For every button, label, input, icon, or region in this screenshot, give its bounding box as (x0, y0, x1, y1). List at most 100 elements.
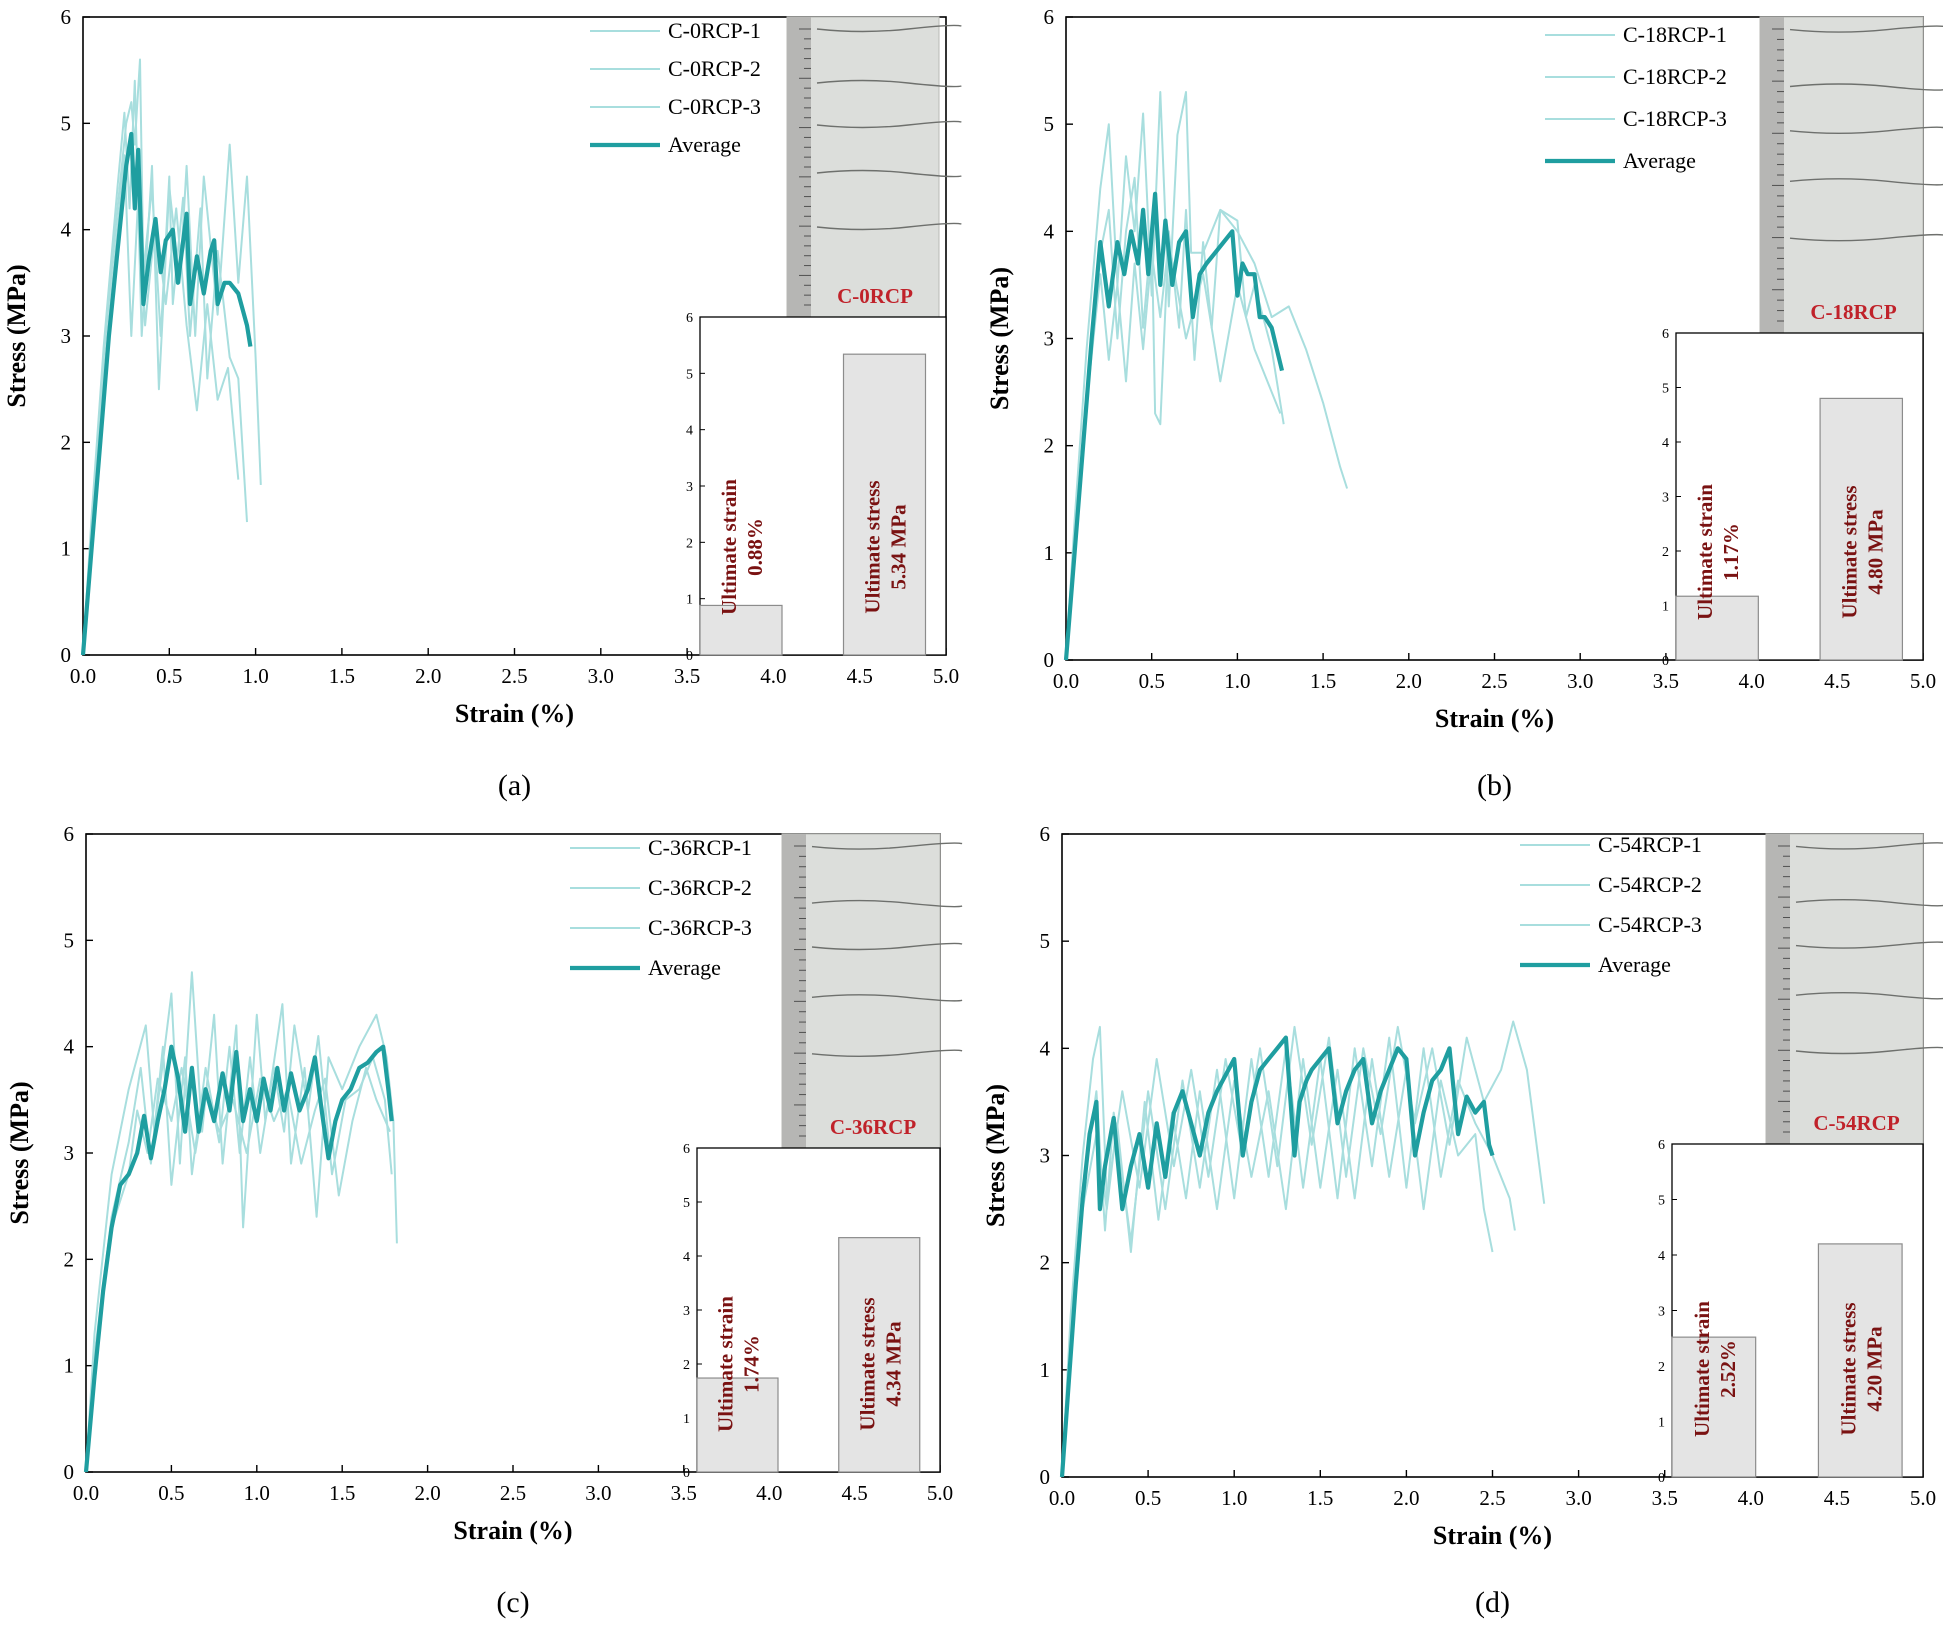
x-tick-label: 5.0 (1910, 669, 1936, 693)
crack-line (1795, 941, 1943, 949)
inset-y-tick-label: 6 (1662, 327, 1669, 342)
x-tick-label: 2.5 (1481, 669, 1507, 693)
series-line-c-0rcp-2 (82, 79, 262, 656)
inset-bar-annotation: Ultimate stress4.20 MPa (1836, 1302, 1886, 1435)
panel-0: 0.0 0.5 1.0 1.5 2.0 2.5 3.0 3.5 4.0 4.5 5.0 0 1 2 3 4 5 6… (2, 5, 962, 802)
legend-label: Average (1598, 952, 1671, 977)
series-line-c-18rcp-3 (1065, 241, 1282, 661)
inset-y-tick-label: 4 (1662, 436, 1669, 451)
x-tick-label: 4.0 (760, 664, 786, 688)
panel-label: (a) (498, 769, 531, 802)
x-tick-label: 4.5 (841, 1481, 867, 1505)
y-tick-label: 1 (61, 537, 72, 561)
y-tick-label: 4 (64, 1035, 75, 1059)
crack-line (811, 1049, 963, 1057)
bar-title: Ultimate strain (717, 479, 741, 615)
x-tick-label: 3.5 (674, 664, 700, 688)
legend-label: Average (668, 132, 741, 157)
inset-y-tick-label: 0 (683, 1466, 690, 1481)
inset-y-tick-label: 1 (686, 593, 693, 608)
inset-y-tick-label: 3 (1662, 491, 1669, 506)
inset-bar-annotation: Ultimate stress5.34 MPa (861, 480, 911, 613)
inset-y-tick-label: 3 (1658, 1305, 1665, 1320)
y-tick-label: 3 (64, 1141, 75, 1165)
bar-value-label: 1.74% (740, 1335, 764, 1393)
specimen-photo: C-36RCP (781, 833, 963, 1149)
x-tick-label: 2.0 (1393, 1486, 1419, 1510)
y-tick-label: 0 (64, 1460, 75, 1484)
crack-line (1795, 1046, 1943, 1055)
inset-bar-annotation: Ultimate stress4.34 MPa (855, 1297, 905, 1430)
inset-y-tick-label: 1 (1658, 1416, 1665, 1431)
series-line-c-54rcp-3 (1061, 1058, 1494, 1478)
series-line-average (1063, 191, 1285, 661)
y-tick-label: 6 (64, 822, 75, 846)
crack-line (1789, 233, 1943, 242)
crack-line (811, 899, 963, 908)
x-tick-label: 4.0 (756, 1481, 782, 1505)
photo-background (1759, 16, 1924, 334)
y-tick-label: 4 (1044, 219, 1055, 243)
x-tick-label: 0.5 (158, 1481, 184, 1505)
bar-value-label: 1.17% (1719, 523, 1743, 581)
inset-y-tick-label: 2 (686, 536, 693, 551)
legend-label: C-0RCP-1 (668, 18, 761, 43)
panel-2: 0.0 0.5 1.0 1.5 2.0 2.5 3.0 3.5 4.0 4.5 5.0 0 1 2 3 4 5 6… (5, 822, 963, 1619)
crack-line (811, 942, 963, 951)
y-tick-label: 5 (64, 928, 75, 952)
x-tick-label: 0.5 (156, 664, 182, 688)
crack-line (816, 169, 962, 178)
x-tick-label: 5.0 (1910, 1486, 1936, 1510)
specimen-photo: C-54RCP (1765, 833, 1943, 1145)
legend-label: C-0RCP-3 (668, 94, 761, 119)
inset-y-tick-label: 2 (1658, 1360, 1665, 1375)
bar-value-label: 2.52% (1716, 1340, 1740, 1398)
x-tick-label: 1.5 (329, 1481, 355, 1505)
y-axis-title: Stress (MPa) (5, 1081, 34, 1224)
inset-bar-chart: 0 1 2 3 4 5 6 Ultimate strain1.17% Ultimate stre… (1662, 327, 1924, 669)
legend-label: C-18RCP-1 (1623, 22, 1727, 47)
x-tick-label: 0.0 (73, 1481, 99, 1505)
legend-label: Average (1623, 148, 1696, 173)
crack-line (1789, 178, 1943, 186)
y-tick-label: 1 (64, 1354, 75, 1378)
panel-label: (b) (1477, 769, 1512, 802)
x-tick-label: 5.0 (927, 1481, 953, 1505)
x-tick-label: 1.5 (1307, 1486, 1333, 1510)
bar-title: Ultimate stress (861, 480, 885, 613)
panel-1: 0.0 0.5 1.0 1.5 2.0 2.5 3.0 3.5 4.0 4.5 5.0 0 1 2 3 4 5 6… (985, 5, 1943, 802)
inset-bar (1671, 1336, 1757, 1478)
inset-y-tick-label: 3 (686, 480, 693, 495)
bar-title: Ultimate stress (1836, 1302, 1860, 1435)
x-tick-label: 1.0 (242, 664, 268, 688)
specimen-label: C-36RCP (830, 1115, 916, 1139)
y-tick-label: 6 (1040, 822, 1051, 846)
crack-line (1795, 992, 1943, 1000)
legend-label: C-36RCP-1 (648, 835, 752, 860)
x-tick-label: 3.5 (1653, 669, 1679, 693)
x-tick-label: 1.5 (1310, 669, 1336, 693)
legend-label: C-0RCP-2 (668, 56, 761, 81)
inset-y-tick-label: 6 (686, 311, 693, 326)
x-axis-title: Strain (%) (453, 1516, 572, 1545)
crack-line (1789, 126, 1943, 134)
inset-bar (1819, 397, 1904, 661)
y-tick-label: 0 (61, 643, 72, 667)
x-tick-label: 0.5 (1135, 1486, 1161, 1510)
series-line-c-0rcp-3 (82, 154, 240, 656)
y-tick-label: 2 (61, 430, 72, 454)
series-line-average (1059, 1035, 1495, 1478)
inset-bar-annotation: Ultimate strain1.74% (714, 1296, 764, 1432)
inset-bar-annotation: Ultimate strain2.52% (1690, 1301, 1740, 1437)
x-tick-label: 0.5 (1139, 669, 1165, 693)
series-line-c-18rcp-2 (1065, 176, 1285, 661)
legend-label: C-18RCP-3 (1623, 106, 1727, 131)
x-tick-label: 2.0 (414, 1481, 440, 1505)
x-tick-label: 4.5 (1824, 1486, 1850, 1510)
legend-label: C-54RCP-1 (1598, 832, 1702, 857)
x-tick-label: 3.0 (588, 664, 614, 688)
series-line-average (80, 131, 253, 656)
y-tick-label: 1 (1040, 1358, 1051, 1382)
y-axis-title: Stress (MPa) (981, 1084, 1010, 1227)
